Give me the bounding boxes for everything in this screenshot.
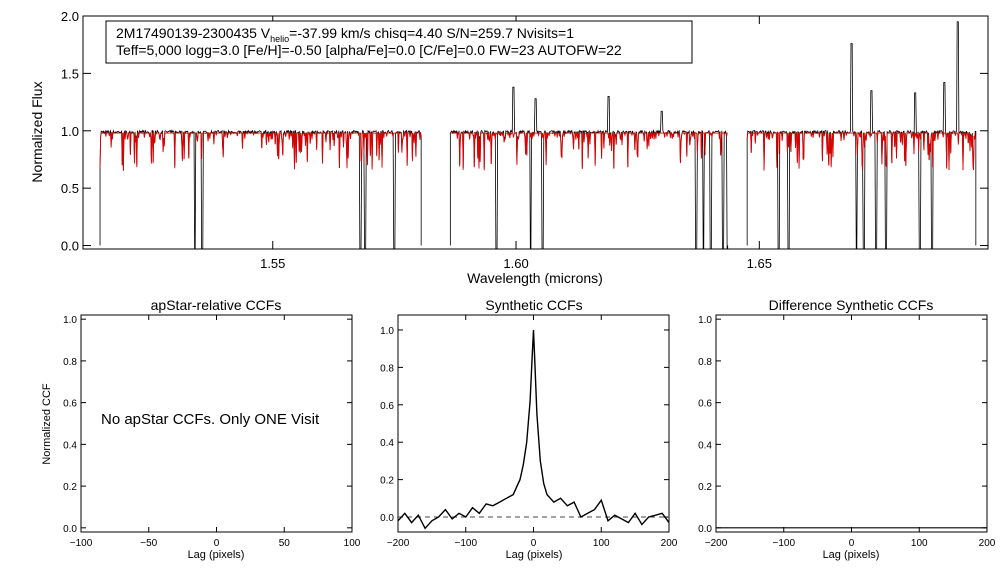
- synthetic-x-tick-label: 100: [593, 538, 610, 549]
- difference-x-tick-label: −100: [772, 538, 795, 549]
- synthetic-y-tick-label: 0.6: [380, 401, 394, 412]
- difference-y-tick-label: 0.4: [698, 440, 712, 451]
- spectrum-x-axis-label: Wavelength (microns): [467, 270, 603, 286]
- difference-x-tick-label: 100: [911, 538, 928, 549]
- apstar-ticks: −100 −50 0 50 100 0.0 0.2 0.4 0.6 0.8 1.0: [63, 315, 361, 549]
- apstar-x-tick-label: 50: [279, 538, 291, 549]
- apstar-x-tick-label: 100: [344, 538, 361, 549]
- legend-star-id: 2M17490139-2300435 V: [116, 25, 271, 41]
- apstar-x-tick-label: −50: [140, 538, 157, 549]
- spectrum-y-tick-label: 1.5: [61, 66, 79, 81]
- apstar-x-axis-label: Lag (pixels): [188, 549, 245, 561]
- difference-y-tick-label: 0.8: [698, 357, 712, 368]
- observed-spectrum-segment: [99, 129, 422, 250]
- difference-x-axis-label: Lag (pixels): [823, 549, 880, 561]
- apstar-y-tick-label: 1.0: [63, 315, 77, 326]
- apstar-y-tick-label: 0.6: [63, 399, 77, 410]
- apstar-ccf-panel: apStar-relative CCFs −100 −50 0 50 100 0.0 0.2…: [41, 297, 361, 561]
- synthetic-ccf-title: Synthetic CCFs: [485, 297, 582, 313]
- spectrum-plot-frame: [82, 15, 989, 250]
- difference-y-tick-label: 1.0: [698, 315, 712, 326]
- synthetic-y-tick-label: 0.0: [380, 513, 394, 524]
- synthetic-x-tick-label: −200: [387, 538, 410, 549]
- legend-box: [105, 20, 693, 64]
- spectrum-panel: 1.55 1.60 1.65 0.0 0.5 1.0 1.5 2.0 2M17490139-2…: [29, 9, 989, 286]
- spectrum-y-tick-label: 0.5: [61, 181, 79, 196]
- difference-x-tick-label: −200: [705, 538, 728, 549]
- spectrum-y-tick-label: 2.0: [61, 9, 79, 24]
- apstar-y-tick-label: 0.4: [63, 440, 77, 451]
- synthetic-plot-frame: [397, 314, 670, 533]
- synthetic-ccf-line: [397, 329, 670, 530]
- model-spectrum-segment: [746, 131, 976, 171]
- legend-line-2: Teff=5,000 logg=3.0 [Fe/H]=-0.50 [alpha/…: [116, 42, 622, 58]
- difference-y-tick-label: 0.0: [698, 524, 712, 535]
- model-spectrum-segment: [450, 131, 728, 171]
- difference-y-tick-label: 0.6: [698, 399, 712, 410]
- synthetic-ticks: −200 −100 0 100 200 0.0 0.2 0.4 0.6 0.8 1.0: [380, 315, 678, 549]
- legend-vhelio-sub: helio: [270, 34, 289, 44]
- synthetic-ccf-panel: Synthetic CCFs −200 −100 0 100 200 0.0 0.2 0.4 0…: [380, 297, 678, 561]
- spectrum-y-tick-label: 0.0: [61, 239, 79, 254]
- model-spectrum-line: [99, 131, 976, 171]
- synthetic-y-tick-label: 1.0: [380, 326, 394, 337]
- synthetic-y-tick-label: 0.4: [380, 438, 394, 449]
- legend-line-1: 2M17490139-2300435 Vhelio=-37.99 km/s ch…: [116, 25, 574, 44]
- apstar-y-axis-label: Normalized CCF: [41, 383, 53, 465]
- model-spectrum-segment: [99, 131, 422, 171]
- no-ccf-message: No apStar CCFs. Only ONE Visit: [101, 411, 320, 428]
- difference-x-tick-label: 200: [979, 538, 996, 549]
- spectrum-y-axis-label: Normalized Flux: [29, 81, 45, 182]
- spectrum-x-tick-label: 1.55: [260, 256, 285, 271]
- spectrum-ticks: 1.55 1.60 1.65 0.0 0.5 1.0 1.5 2.0: [61, 9, 988, 271]
- synthetic-x-tick-label: −100: [454, 538, 477, 549]
- apstar-x-tick-label: 0: [214, 538, 220, 549]
- spectrum-x-tick-label: 1.60: [503, 256, 528, 271]
- synthetic-y-tick-label: 0.2: [380, 476, 394, 487]
- apstar-ccf-title: apStar-relative CCFs: [151, 297, 282, 313]
- apstar-x-tick-label: −100: [70, 538, 93, 549]
- spectrum-y-tick-label: 1.0: [61, 124, 79, 139]
- difference-y-tick-label: 0.2: [698, 482, 712, 493]
- synthetic-y-tick-label: 0.8: [380, 363, 394, 374]
- difference-ticks: −200 −100 0 100 200 0.0 0.2 0.4 0.6 0.8 1.0: [698, 315, 996, 549]
- legend-stats: =-37.99 km/s chisq=4.40 S/N=259.7 Nvisit…: [289, 25, 574, 41]
- synthetic-x-tick-label: 200: [661, 538, 678, 549]
- difference-ccf-panel: Difference Synthetic CCFs −200 −100 0 100 20…: [698, 297, 996, 561]
- observed-spectrum-segment: [449, 86, 729, 250]
- difference-plot-frame: [715, 314, 988, 533]
- spectrum-x-tick-label: 1.65: [747, 256, 772, 271]
- synthetic-x-axis-label: Lag (pixels): [506, 549, 563, 561]
- apstar-y-tick-label: 0.2: [63, 482, 77, 493]
- difference-x-tick-label: 0: [849, 538, 855, 549]
- difference-ccf-title: Difference Synthetic CCFs: [769, 297, 934, 313]
- apstar-y-tick-label: 0.0: [63, 524, 77, 535]
- synthetic-x-tick-label: 0: [531, 538, 537, 549]
- apstar-y-tick-label: 0.8: [63, 357, 77, 368]
